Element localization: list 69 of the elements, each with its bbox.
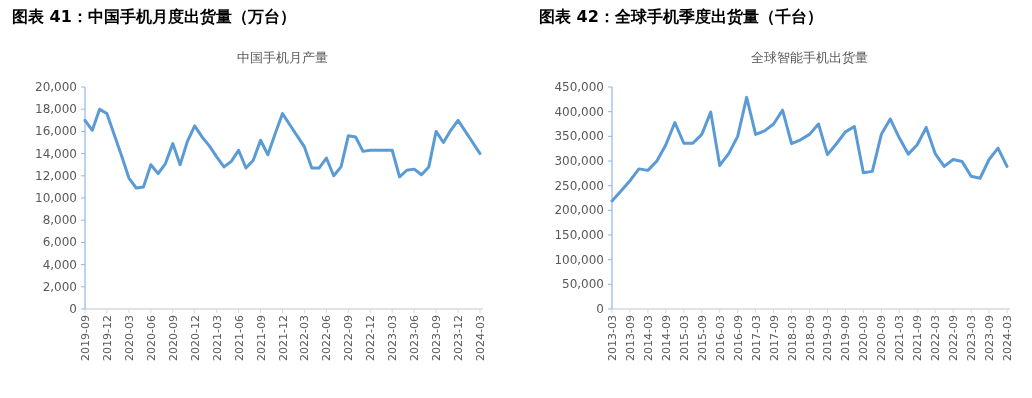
y-tick-label: 6,000 [42,235,77,250]
chart-subtitle: 全球智能手机出货量 [751,50,868,65]
x-tick-label: 2020-09 [166,315,180,361]
chart-title: 图表 42：全球手机季度出货量（千台） [539,7,823,26]
x-tick-label: 2021-09 [911,315,925,361]
y-tick-label: 8,000 [42,213,77,228]
chart-title: 图表 41：中国手机月度出货量（万台） [12,7,296,26]
x-tick-label: 2017-03 [749,315,763,361]
y-tick-label: 20,000 [35,80,77,94]
y-tick-label: 300,000 [554,154,604,168]
y-tick-label: 2,000 [42,279,77,294]
x-tick-label: 2019-09 [839,315,853,361]
x-tick-label: 2017-09 [767,315,781,361]
x-tick-label: 2021-06 [232,315,246,361]
x-tick-label: 2022-03 [929,315,943,361]
x-tick-label: 2013-09 [623,315,637,361]
x-tick-label: 2014-09 [659,315,673,361]
x-tick-label: 2020-03 [122,315,136,361]
x-tick-label: 2024-03 [474,315,487,361]
x-tick-label: 2022-09 [342,315,356,361]
line-series [83,107,482,190]
y-tick-label: 150,000 [554,228,604,242]
x-tick-label: 2023-03 [965,315,979,361]
y-tick-label: 16,000 [35,124,77,139]
x-tick-label: 2020-03 [857,315,871,361]
x-tick-label: 2021-12 [276,315,290,361]
x-tick-label: 2019-09 [79,315,92,361]
x-tick-label: 2021-03 [210,315,224,361]
x-tick-label: 2022-12 [364,315,378,361]
x-tick-label: 2018-03 [785,315,799,361]
y-tick-label: 450,000 [554,80,604,94]
x-tick-label: 2015-09 [695,315,709,361]
y-tick-label: 10,000 [35,191,77,205]
x-tick-label: 2020-06 [144,315,158,361]
x-tick-label: 2022-03 [298,315,312,361]
x-tick-label: 2020-09 [875,315,889,361]
x-tick-label: 2019-03 [821,315,835,361]
x-tick-label: 2013-03 [606,315,619,361]
y-tick-label: 400,000 [554,104,604,119]
x-tick-label: 2014-03 [641,315,655,361]
chart-subtitle: 中国手机月产量 [237,50,328,65]
x-tick-label: 2022-09 [947,315,961,361]
y-tick-label: 0 [596,302,604,316]
x-tick-label: 2022-06 [320,315,334,361]
x-tick-label: 2016-03 [713,315,727,361]
x-tick-label: 2016-09 [731,315,745,361]
x-tick-label: 2015-03 [677,315,691,361]
x-tick-label: 2024-03 [1001,315,1014,361]
x-tick-label: 2023-12 [452,315,466,361]
x-tick-label: 2021-09 [254,315,268,361]
y-tick-label: 4,000 [42,257,77,272]
x-tick-label: 2018-09 [803,315,817,361]
x-tick-label: 2019-12 [100,315,114,361]
x-tick-label: 2023-09 [983,315,997,361]
y-tick-label: 250,000 [554,178,604,193]
x-tick-label: 2023-09 [430,315,444,361]
x-tick-label: 2021-03 [893,315,907,361]
line-series [610,95,1009,203]
y-tick-label: 100,000 [554,252,604,267]
y-tick-label: 18,000 [35,102,77,117]
y-tick-label: 350,000 [554,129,604,144]
y-tick-label: 14,000 [35,146,77,161]
x-tick-label: 2020-12 [188,315,202,361]
y-tick-label: 0 [69,302,77,316]
x-tick-label: 2023-06 [408,315,422,361]
y-tick-label: 200,000 [554,203,604,218]
x-tick-label: 2023-03 [386,315,400,361]
y-tick-label: 50,000 [562,277,604,292]
y-tick-label: 12,000 [35,168,77,183]
